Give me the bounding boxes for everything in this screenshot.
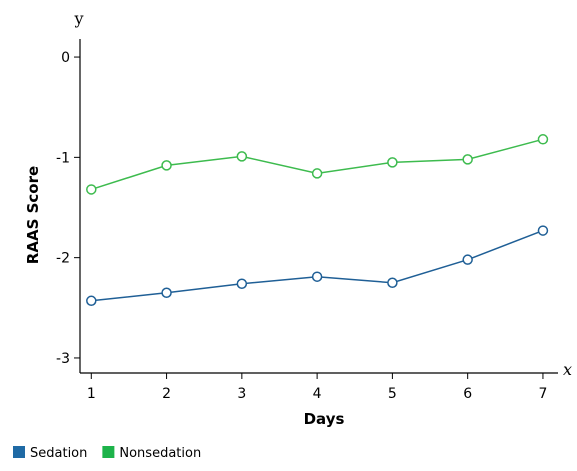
- data-point-sedation: [311, 271, 323, 282]
- data-point-nonsedation: [387, 157, 398, 168]
- data-point-nonsedation: [311, 168, 323, 179]
- x-tick-label: 4: [313, 386, 322, 402]
- y-tick-label: 0: [61, 50, 70, 66]
- data-point-nonsedation: [161, 160, 172, 171]
- data-point-nonsedation: [86, 184, 97, 195]
- legend-label: Sedation: [30, 446, 87, 461]
- data-point-sedation: [161, 287, 172, 299]
- y-tick-label: -1: [56, 150, 70, 166]
- y-axis-title: RAAS Score: [24, 166, 42, 264]
- data-point-sedation: [462, 254, 473, 265]
- x-axis-ticks: 1 2 3 4 5 6 7: [87, 373, 547, 402]
- y-tick-label: -3: [56, 351, 70, 367]
- y-tick-label: -2: [56, 251, 70, 267]
- x-tick-label: 2: [162, 386, 171, 402]
- y-axis-letter: y: [73, 9, 83, 28]
- x-tick-label: 5: [388, 386, 397, 402]
- legend-label: Nonsedation: [119, 446, 201, 461]
- legend: Sedation Nonsedation: [13, 446, 201, 461]
- axes: [79, 39, 558, 374]
- data-point-sedation: [86, 295, 97, 307]
- series-line-nonsedation: [91, 138, 544, 191]
- legend-item-sedation: Sedation: [13, 446, 87, 461]
- x-tick-label: 1: [87, 386, 96, 402]
- data-point-nonsedation: [236, 151, 248, 162]
- data-point-nonsedation: [462, 154, 473, 165]
- x-axis-letter: x: [563, 360, 572, 379]
- legend-swatch: [102, 446, 115, 458]
- y-axis-ticks: 0 -1 -2 -3: [56, 50, 80, 367]
- x-tick-label: 6: [463, 386, 472, 402]
- series-layer: [86, 134, 549, 307]
- legend-item-nonsedation: Nonsedation: [102, 446, 201, 461]
- data-point-sedation: [537, 225, 549, 236]
- x-tick-label: 7: [538, 386, 547, 402]
- series-sedation: [86, 225, 549, 307]
- x-tick-label: 3: [237, 386, 246, 402]
- legend-swatch: [13, 446, 25, 458]
- series-line-sedation: [91, 229, 544, 302]
- data-point-nonsedation: [537, 134, 549, 145]
- series-nonsedation: [86, 134, 549, 195]
- data-point-sedation: [236, 278, 248, 289]
- data-point-sedation: [387, 277, 398, 288]
- x-axis-title: Days: [304, 410, 345, 428]
